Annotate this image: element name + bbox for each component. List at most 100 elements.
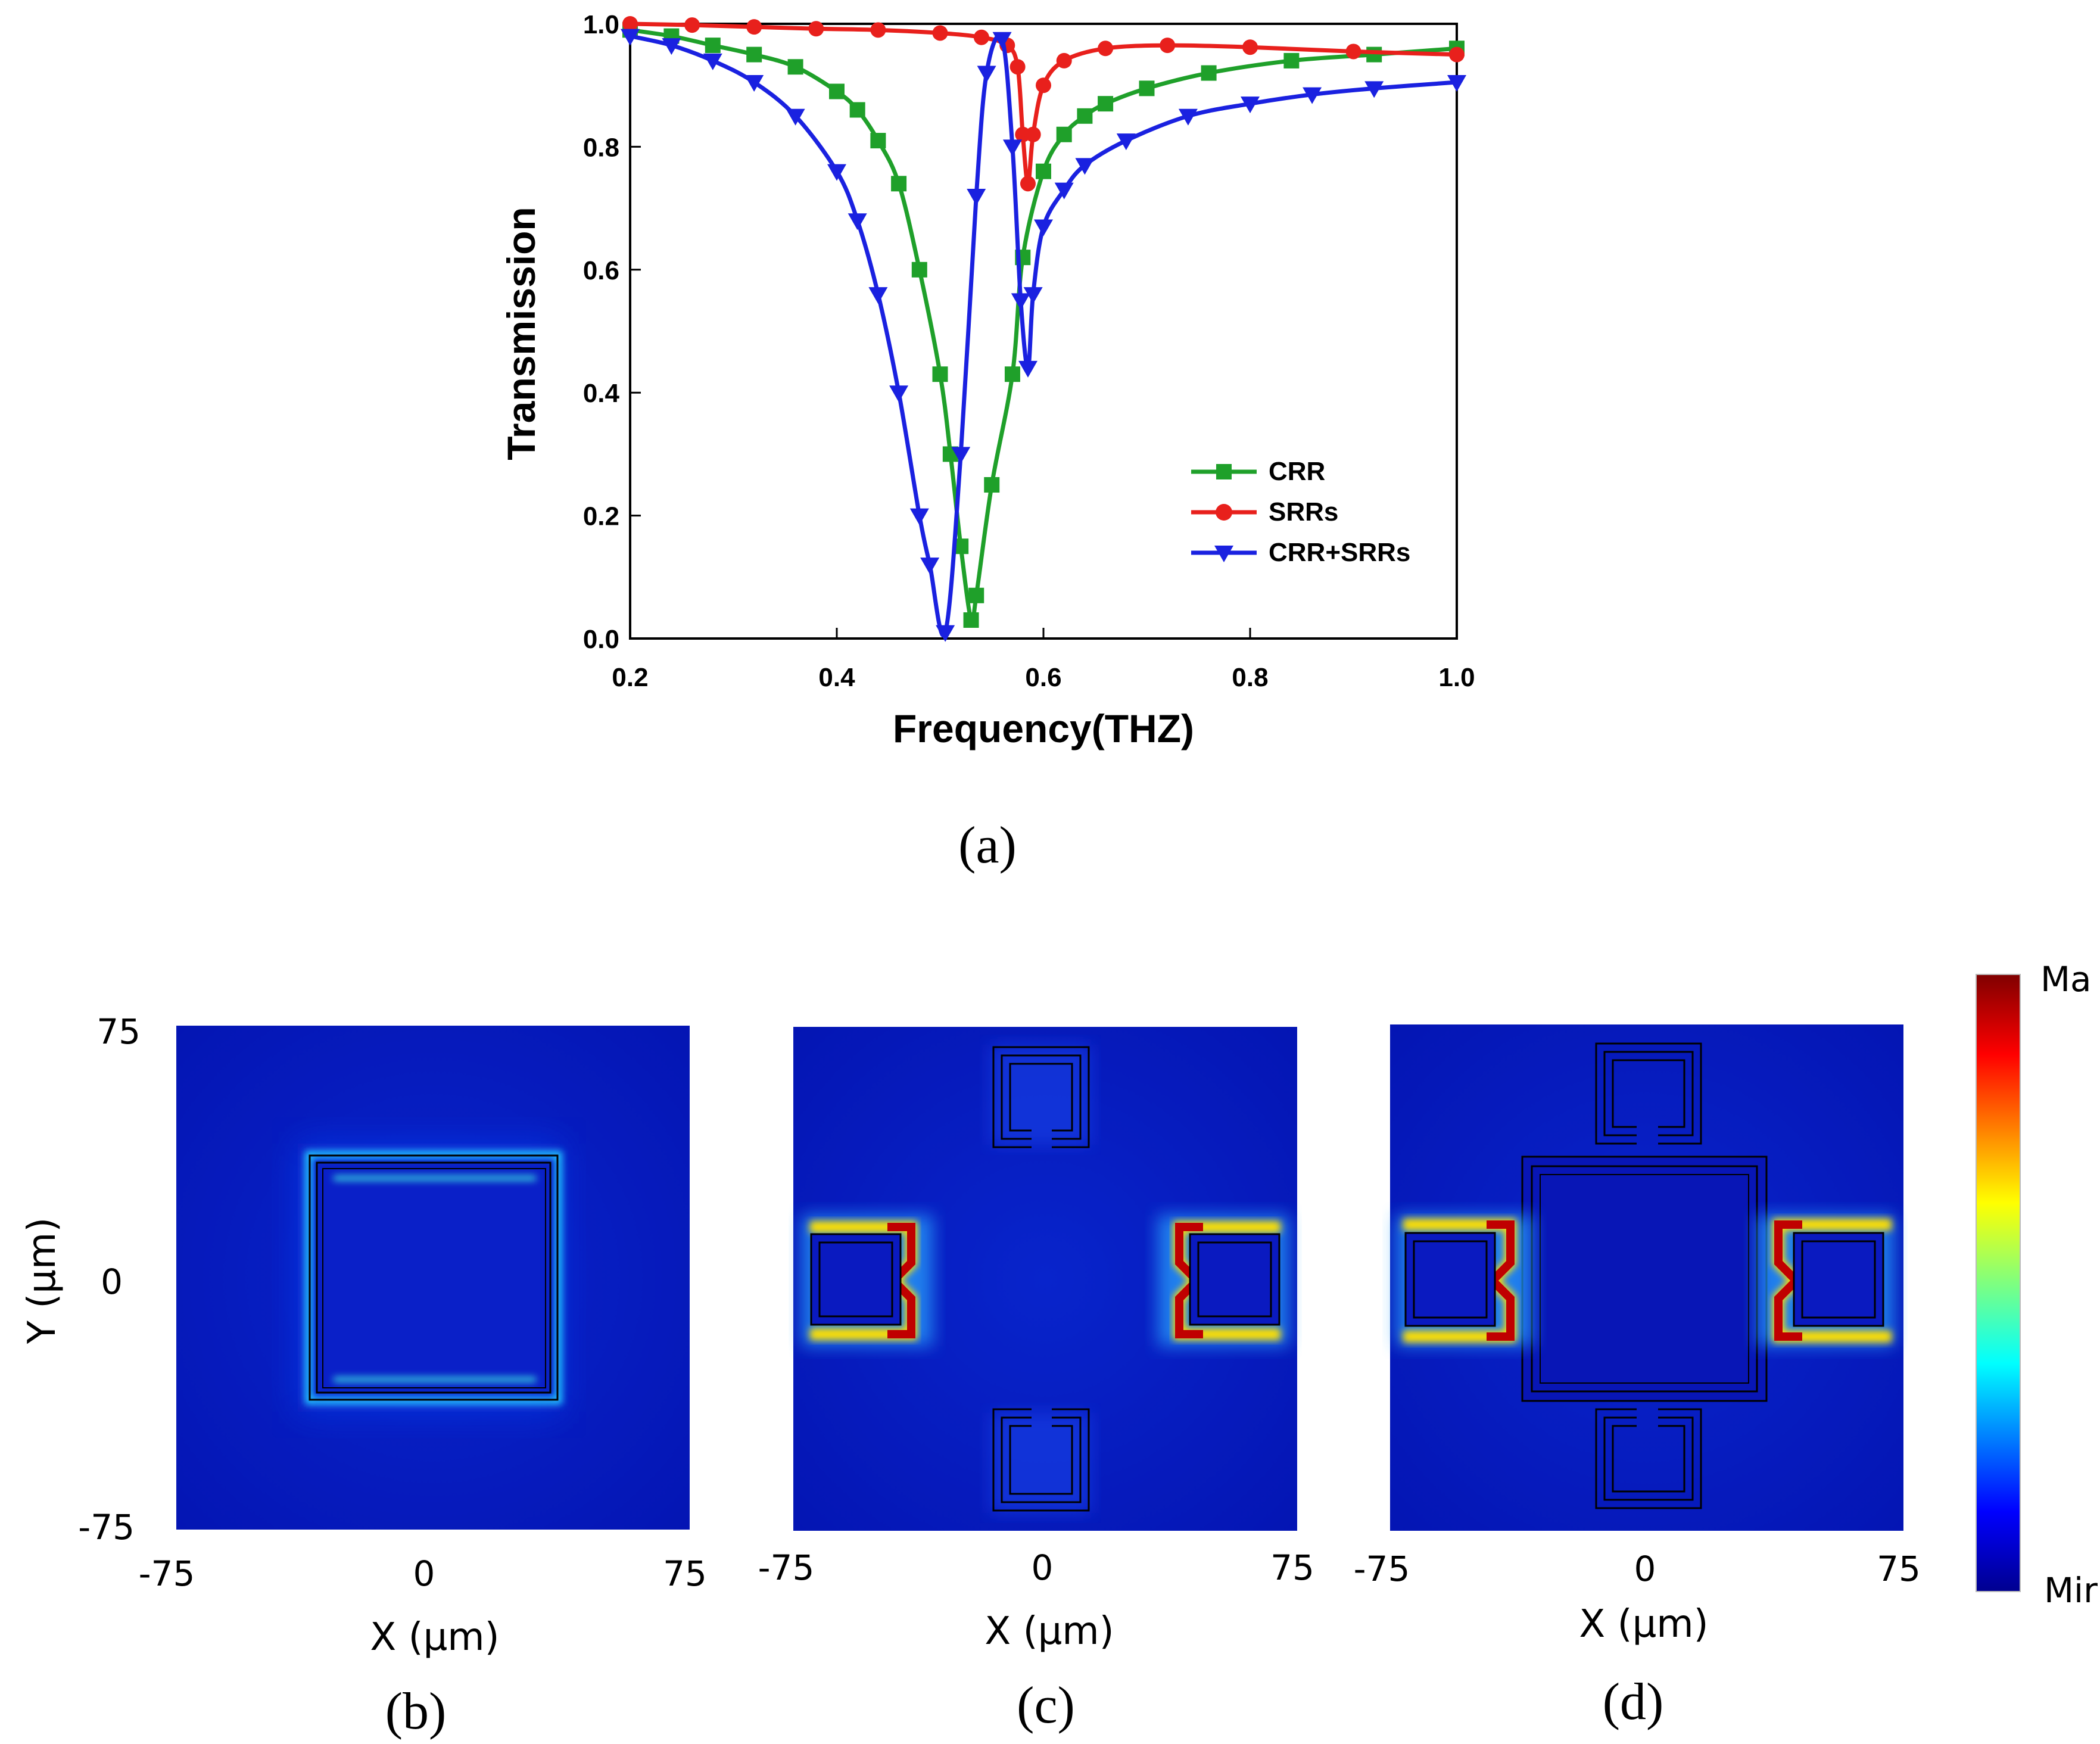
- legend-label-crr-srrs: CRR+SRRs: [1269, 538, 1410, 567]
- data-point: [621, 29, 640, 46]
- data-point: [622, 16, 638, 32]
- data-point: [920, 558, 940, 575]
- map-x-label-d: X (μm): [1579, 1602, 1708, 1646]
- colorbar: Ma Mir: [1976, 959, 2098, 1611]
- x-tick-label: 0.4: [818, 663, 855, 692]
- data-point: [1034, 219, 1053, 236]
- data-point: [1116, 133, 1136, 151]
- srr-top: [990, 1045, 1091, 1148]
- caption-d: (d): [1603, 1673, 1664, 1731]
- data-point: [829, 83, 845, 99]
- data-point: [967, 188, 986, 205]
- data-point: [1004, 366, 1020, 382]
- data-point: [936, 625, 955, 642]
- data-point: [1098, 96, 1114, 112]
- svg-text:0: 0: [1634, 1549, 1656, 1589]
- data-point: [744, 75, 764, 92]
- legend-label-crr: CRR: [1269, 457, 1325, 486]
- data-point: [1364, 81, 1384, 98]
- svg-text:75: 75: [1877, 1549, 1921, 1589]
- x-tick-label: 1.0: [1438, 663, 1475, 692]
- data-point: [911, 261, 927, 278]
- data-point: [1303, 87, 1322, 104]
- legend-label-srrs: SRRs: [1269, 497, 1338, 527]
- svg-text:-75: -75: [78, 1507, 135, 1547]
- data-point: [1056, 126, 1072, 142]
- colorbar-min-label: Mir: [2044, 1570, 2098, 1611]
- caption-c: (c): [1017, 1677, 1075, 1734]
- y-tick-label: 1.0: [583, 10, 619, 39]
- data-point: [1036, 163, 1051, 179]
- data-point: [1056, 52, 1072, 68]
- svg-text:0: 0: [413, 1553, 435, 1594]
- data-point: [703, 53, 722, 70]
- data-point: [909, 508, 929, 525]
- x-axis-label: Frequency(THZ): [893, 706, 1194, 750]
- legend-entry-crr-srrs: CRR+SRRs: [1191, 538, 1410, 567]
- srr-d-left-hot: [1396, 1215, 1533, 1346]
- legend-entry-srrs: SRRs: [1191, 497, 1338, 527]
- data-point: [808, 21, 824, 37]
- data-point: [684, 17, 700, 33]
- data-point: [1018, 360, 1037, 378]
- data-point: [932, 366, 948, 382]
- data-point: [1201, 65, 1217, 81]
- y-tick-label: 0.2: [583, 502, 619, 531]
- srr-left-hot: [802, 1215, 933, 1346]
- map-x-label-b: X (μm): [370, 1615, 499, 1659]
- crr-center: [1521, 1156, 1768, 1402]
- data-point: [1010, 59, 1026, 75]
- data-point: [992, 32, 1012, 49]
- legend: CRR SRRs CRR+SRRs: [1191, 457, 1410, 567]
- data-point: [1002, 139, 1022, 157]
- data-point: [787, 59, 803, 75]
- data-point: [1449, 46, 1465, 63]
- data-point: [1241, 96, 1260, 114]
- srr-d-bottom: [1595, 1408, 1702, 1509]
- x-tick-label: 0.8: [1232, 663, 1268, 692]
- data-point: [1036, 77, 1051, 94]
- data-point: [1077, 108, 1093, 124]
- data-point: [963, 612, 979, 628]
- data-point: [662, 38, 681, 55]
- field-maps: 75 0 -75 Y (μm) -75 0 75 X (μm) (b) -75 …: [20, 959, 2098, 1740]
- data-point: [984, 477, 1000, 493]
- axis-ticks: 0.2 0.4 0.6 0.8 1.0 0.0 0.2 0.4 0.6 0.8 1.0: [583, 10, 1475, 692]
- map-x-ticks-b: -75 0 75: [139, 1553, 707, 1594]
- data-point: [1139, 80, 1155, 96]
- colorbar-max-label: Ma: [2040, 959, 2092, 999]
- data-point: [868, 287, 888, 304]
- data-point: [1160, 38, 1176, 54]
- data-point: [1025, 126, 1041, 142]
- data-point: [1054, 182, 1074, 200]
- srr-right-hot: [1158, 1215, 1289, 1346]
- data-point: [1366, 46, 1382, 63]
- data-point: [849, 102, 865, 118]
- data-point: [1020, 176, 1036, 192]
- data-point: [870, 22, 886, 38]
- svg-text:-75: -75: [139, 1553, 195, 1594]
- data-point: [1098, 41, 1114, 57]
- legend-entry-crr: CRR: [1191, 457, 1325, 486]
- data-point: [1178, 108, 1198, 126]
- series-srrs: [622, 16, 1465, 192]
- data-point: [705, 38, 721, 54]
- y-tick-label: 0.4: [583, 379, 620, 408]
- data-point: [891, 176, 907, 192]
- srr-d-right-hot: [1757, 1215, 1894, 1346]
- panel-b-map: [176, 1026, 690, 1530]
- map-x-label-c: X (μm): [984, 1609, 1114, 1653]
- series-layer: [621, 16, 1466, 642]
- data-point: [951, 447, 971, 464]
- srr-d-top: [1595, 1042, 1702, 1145]
- svg-text:75: 75: [663, 1553, 707, 1594]
- series-crr: [622, 22, 1465, 628]
- data-point: [827, 164, 846, 181]
- map-y-axis-label: Y (μm): [20, 1217, 64, 1344]
- svg-text:-75: -75: [758, 1547, 815, 1588]
- srr-bottom: [990, 1408, 1091, 1513]
- data-point: [848, 213, 867, 231]
- map-x-ticks-c: -75 0 75: [758, 1547, 1314, 1588]
- data-point: [746, 46, 762, 63]
